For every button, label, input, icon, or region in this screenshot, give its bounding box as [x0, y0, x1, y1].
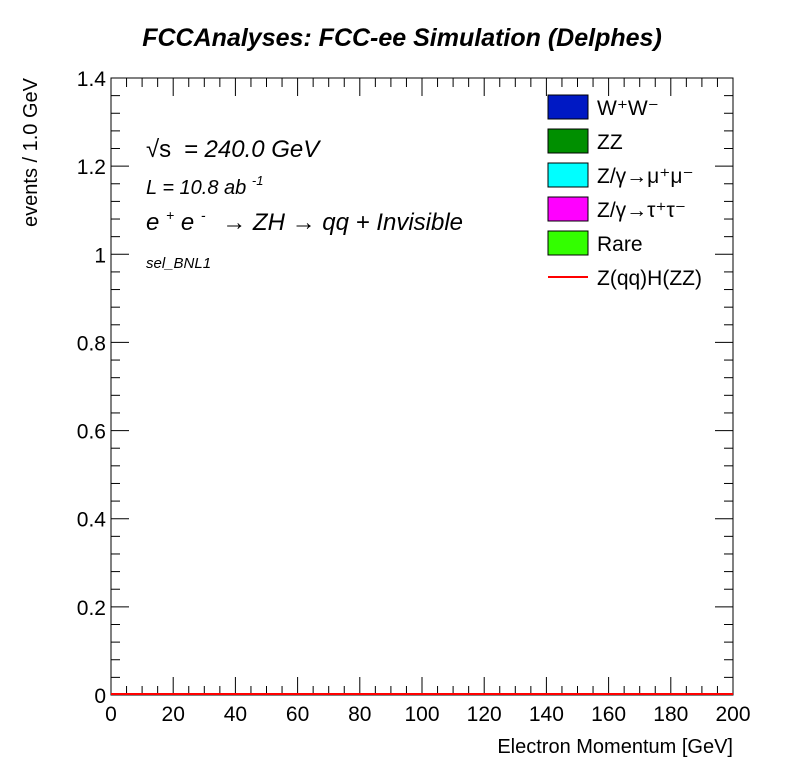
- legend-swatch: [547, 162, 589, 188]
- x-tick-label: 60: [286, 703, 309, 726]
- y-tick-label: 1.2: [77, 156, 106, 179]
- legend-label: Z/γ→τ⁺τ⁻: [597, 199, 686, 222]
- selection-annotation: sel_BNL1: [146, 255, 211, 272]
- y-tick-label: 0.6: [77, 421, 106, 444]
- legend-label: Z(qq)H(ZZ): [597, 267, 702, 290]
- y-tick-label: 0.8: [77, 332, 106, 355]
- x-tick-label: 100: [404, 703, 439, 726]
- legend: W⁺W⁻ ZZ Z/γ→μ⁺μ⁻ Z/γ→τ⁺τ⁻ Rare Z(qq)H(ZZ): [547, 94, 702, 290]
- legend-swatch: [547, 230, 589, 256]
- legend-label: W⁺W⁻: [597, 97, 659, 120]
- y-tick-label: 0.2: [77, 597, 106, 620]
- lumi-annotation: L = 10.8 ab -1: [146, 173, 263, 199]
- x-tick-label: 140: [529, 703, 564, 726]
- legend-label: ZZ: [597, 131, 623, 154]
- y-tick-label: 1: [94, 244, 106, 267]
- x-axis: 0 20 40 60 80 100 120 140 160 180 200: [105, 78, 751, 726]
- energy-sqrt: √s: [146, 136, 171, 163]
- lumi-exponent: -1: [252, 173, 264, 188]
- x-tick-label: 120: [467, 703, 502, 726]
- chart-title: FCCAnalyses: FCC-ee Simulation (Delphes): [142, 24, 662, 52]
- x-axis-label: Electron Momentum [GeV]: [497, 736, 733, 758]
- x-tick-label: 160: [591, 703, 626, 726]
- y-tick-label: 0: [94, 685, 106, 708]
- y-axis-label: events / 1.0 GeV: [20, 77, 42, 227]
- x-tick-label: 0: [105, 703, 117, 726]
- legend-swatch: [547, 128, 589, 154]
- legend-label: Rare: [597, 233, 643, 256]
- x-tick-label: 40: [224, 703, 247, 726]
- y-tick-label: 0.4: [77, 509, 107, 532]
- process-annotation: e + e - → ZH → qq + Invisible: [146, 199, 463, 236]
- energy-annotation: √s = 240.0 GeV: [146, 136, 321, 163]
- legend-swatch: [547, 94, 589, 120]
- y-tick-label: 1.4: [77, 68, 107, 91]
- energy-value: = 240.0 GeV: [184, 136, 321, 163]
- x-tick-label: 20: [162, 703, 185, 726]
- process-e1: e: [146, 209, 159, 236]
- process-rest: → ZH → qq + Invisible: [222, 209, 463, 236]
- y-axis: 0 0.2 0.4 0.6 0.8 1 1.2 1.4: [77, 68, 733, 708]
- process-e2: e: [181, 209, 194, 236]
- legend-label: Z/γ→μ⁺μ⁻: [597, 165, 694, 188]
- legend-swatch: [547, 196, 589, 222]
- process-sup1: +: [166, 207, 174, 223]
- lumi-prefix: L = 10.8 ab: [146, 177, 246, 199]
- process-sup2: -: [201, 207, 206, 223]
- x-tick-label: 180: [653, 703, 688, 726]
- x-tick-label: 200: [715, 703, 750, 726]
- x-tick-label: 80: [348, 703, 371, 726]
